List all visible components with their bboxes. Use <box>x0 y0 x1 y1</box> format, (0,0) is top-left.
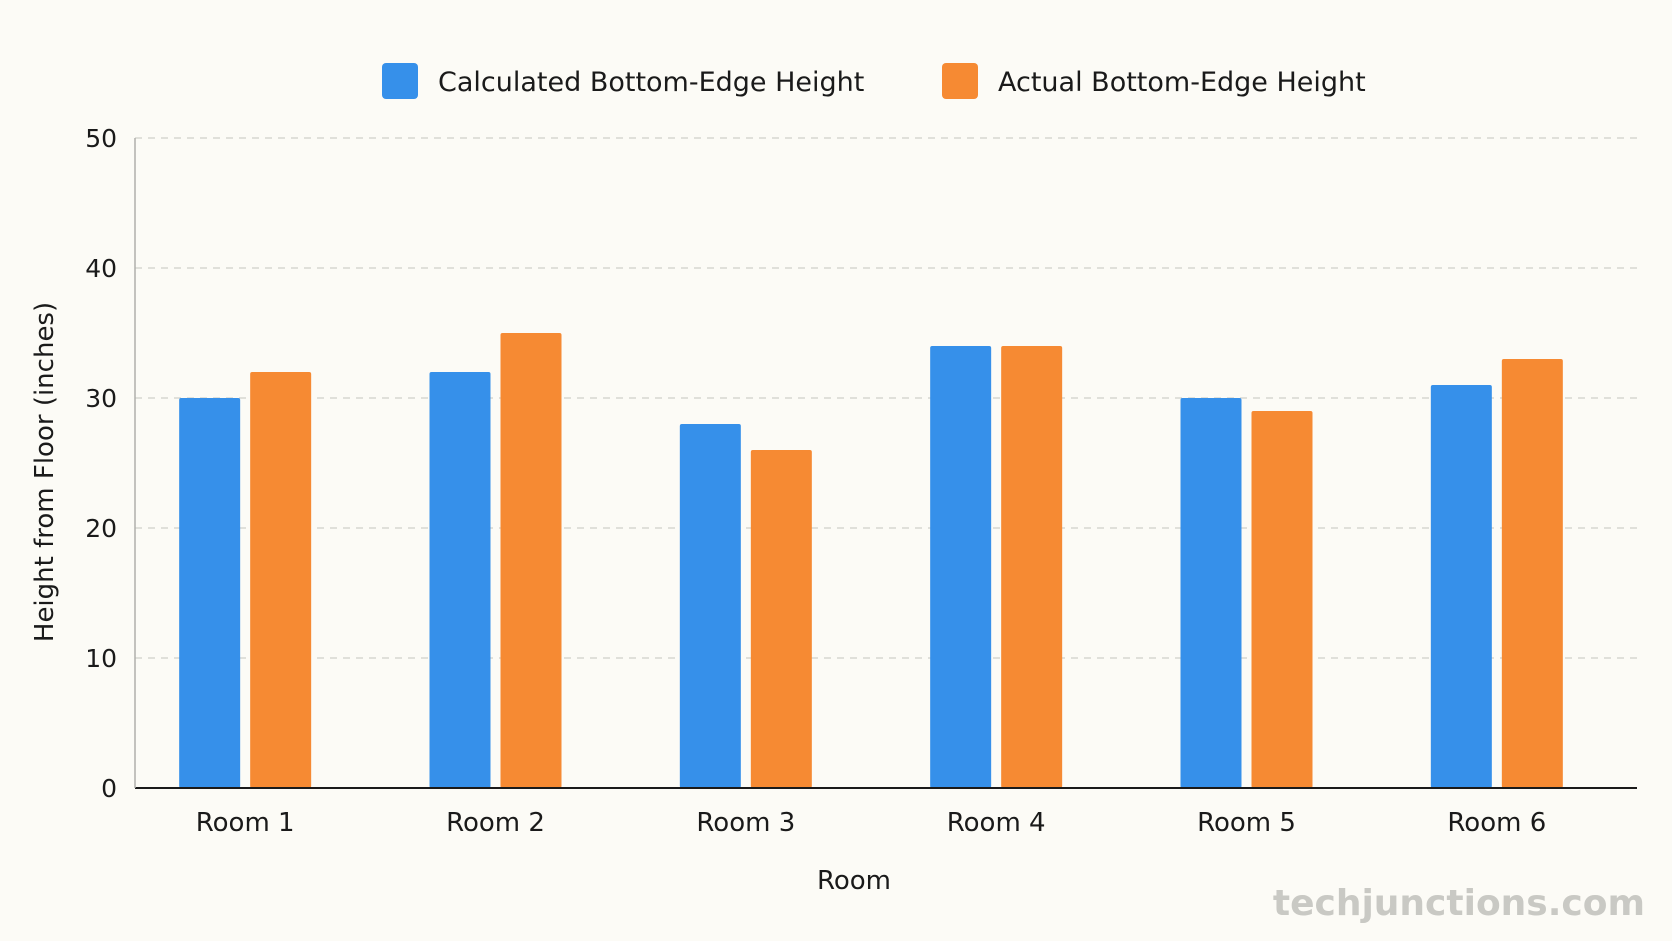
bar-actual <box>500 333 562 788</box>
grid-lines <box>135 137 1637 659</box>
x-tick-label: Room 6 <box>1447 808 1546 838</box>
bars <box>179 333 1563 788</box>
y-tick-label: 0 <box>101 774 117 803</box>
y-tick-labels: 0 10 20 30 40 50 <box>85 124 117 803</box>
y-tick-label: 20 <box>85 514 117 543</box>
legend-item: Calculated Bottom-Edge Height <box>382 63 864 99</box>
bar-actual <box>1251 411 1313 788</box>
x-tick-label: Room 3 <box>696 808 795 838</box>
y-axis-title: Height from Floor (inches) <box>30 302 60 642</box>
bar-actual <box>1501 359 1563 788</box>
y-tick-label: 30 <box>85 384 117 413</box>
bar-actual <box>250 372 312 788</box>
y-tick-label: 50 <box>85 124 117 153</box>
legend-label: Calculated Bottom-Edge Height <box>438 67 864 98</box>
bar-calculated <box>179 398 241 788</box>
bar-calculated <box>429 372 491 788</box>
bar-calculated <box>930 346 992 788</box>
axes <box>134 138 1637 789</box>
bar-calculated <box>1430 385 1492 788</box>
x-tick-label: Room 5 <box>1197 808 1296 838</box>
legend-item: Actual Bottom-Edge Height <box>942 63 1366 99</box>
x-tick-label: Room 2 <box>446 808 545 838</box>
bar-calculated <box>1180 398 1242 788</box>
y-tick-label: 10 <box>85 644 117 673</box>
x-tick-labels: Room 1 Room 2 Room 3 Room 4 Room 5 Room 6 <box>196 808 1547 838</box>
bar-calculated <box>679 424 741 788</box>
bar-actual <box>1001 346 1063 788</box>
legend-label: Actual Bottom-Edge Height <box>998 67 1366 98</box>
y-tick-label: 40 <box>85 254 117 283</box>
bar-actual <box>750 450 812 788</box>
watermark: techjunctions.com <box>1273 883 1645 924</box>
x-axis-title: Room <box>817 866 891 896</box>
legend-swatch <box>382 63 418 99</box>
x-tick-label: Room 1 <box>196 808 295 838</box>
x-tick-label: Room 4 <box>947 808 1046 838</box>
legend-swatch <box>942 63 978 99</box>
legend: Calculated Bottom-Edge Height Actual Bott… <box>382 63 1366 99</box>
